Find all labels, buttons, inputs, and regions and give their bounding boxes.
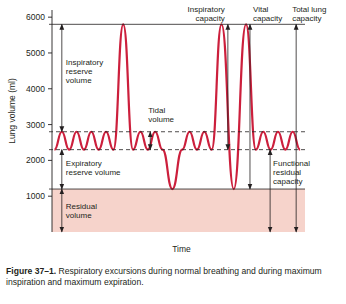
y-axis-line [52,10,53,232]
annotation-line: Residual [66,202,97,211]
annotation-arrow [61,189,62,232]
caption: Figure 37–1. Respiratory excursions duri… [6,266,340,288]
annotation-line: residual [273,168,301,177]
annotation-label: Inspiratorycapacity [188,5,225,23]
annotation-arrow [227,24,228,149]
y-tick-label: 4000 [26,84,45,94]
annotation-line: capacity [196,14,225,23]
annotation-line: reserve volume [66,168,121,177]
y-tick [48,17,52,18]
y-axis-label: Lung volume (ml) [7,78,17,144]
annotation-label: Total lungcapacity [292,5,326,23]
annotation-line: Functional [273,159,310,168]
annotation-label: Tidalvolume [148,106,174,124]
annotation-arrow [270,150,271,232]
reference-line [49,149,305,150]
annotation-arrow [296,24,297,232]
y-tick-label: 2000 [26,155,45,165]
annotation-label: Inspiratoryreservevolume [66,58,103,85]
chart: 1000 2000 3000 4000 5000 6000 Lung volume (ml)… [0,0,346,262]
y-tick-label: 1000 [26,191,45,201]
annotation-line: Vital [253,5,269,14]
annotation-arrow [61,150,62,189]
y-tick-label: 3000 [26,120,45,130]
annotation-line: volume [148,115,174,124]
shaded-region [52,189,305,232]
annotation-line: capacity [273,177,302,186]
annotation-arrow [61,24,62,131]
annotation-label: Expiratoryreserve volume [66,159,121,177]
annotation-line: Tidal [148,106,165,115]
x-axis-label: Time [172,244,191,254]
reference-line [49,24,305,25]
annotation-line: Inspiratory [188,5,225,14]
y-tick [48,124,52,125]
y-tick [48,160,52,161]
reference-line [49,131,305,132]
annotation-line: volume [66,76,92,85]
annotation-line: volume [66,211,92,220]
annotation-arrow [249,24,250,189]
annotation-line: capacity [292,14,321,23]
annotation-line: reserve [66,67,93,76]
annotation-label: Functionalresidualcapacity [273,159,310,186]
y-tick [48,196,52,197]
annotation-label: Residualvolume [66,202,97,220]
y-tick-label: 5000 [26,48,45,58]
annotation-label: Vitalcapacity [253,5,282,23]
y-tick [48,88,52,89]
reference-line [49,189,305,190]
plot-area [52,24,305,232]
annotation-line: Inspiratory [66,58,103,67]
annotation-line: capacity [253,14,282,23]
y-tick [48,52,52,53]
figure-label: Figure 37–1. [6,266,56,276]
y-tick-label: 6000 [26,12,45,22]
annotation-arrow [150,132,151,150]
annotation-line: Total lung [292,5,326,14]
data-line [54,24,300,189]
annotation-line: Expiratory [66,159,102,168]
